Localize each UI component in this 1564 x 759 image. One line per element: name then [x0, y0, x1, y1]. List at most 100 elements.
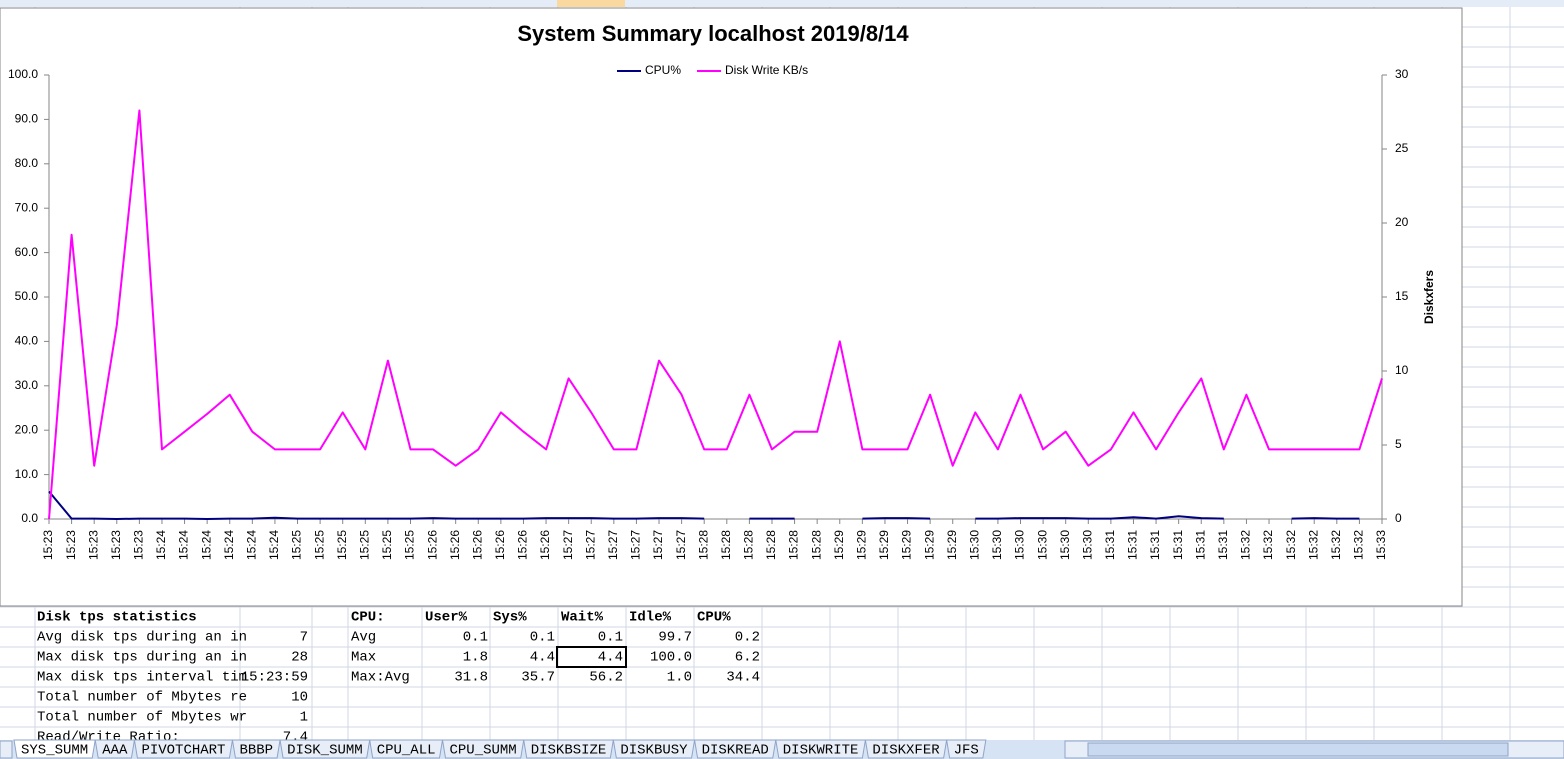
x-tick-label: 15:30: [967, 530, 981, 560]
y2-tick-label: 5: [1395, 437, 1402, 451]
sheet-tab-label[interactable]: DISKBUSY: [620, 743, 688, 759]
x-tick-label: 15:31: [1148, 530, 1162, 560]
cpu-cell: Max: [351, 650, 376, 666]
x-tick-label: 15:24: [177, 530, 191, 560]
y2-tick-label: 20: [1395, 215, 1409, 229]
y2-tick-label: 10: [1395, 363, 1409, 377]
x-tick-label: 15:31: [1171, 530, 1185, 560]
sheet-tab-label[interactable]: JFS: [954, 743, 979, 759]
cpu-cell: 100.0: [650, 650, 692, 666]
x-tick-label: 15:26: [425, 530, 439, 560]
stat-label: Max disk tps during an in: [37, 650, 247, 666]
y2-tick-label: 30: [1395, 67, 1409, 81]
stat-value: 28: [291, 650, 308, 666]
sheet-tab-label[interactable]: DISKREAD: [702, 743, 769, 759]
cpu-cell: 1.8: [463, 650, 488, 666]
sheet-tab[interactable]: [231, 739, 281, 759]
stat-label: Total number of Mbytes re: [37, 690, 247, 706]
x-tick-label: 15:27: [629, 530, 643, 560]
x-tick-label: 15:29: [945, 530, 959, 560]
chart-area[interactable]: [0, 7, 1463, 607]
sheet-tab-label[interactable]: PIVOTCHART: [141, 743, 225, 759]
x-tick-label: 15:26: [448, 530, 462, 560]
x-tick-label: 15:24: [199, 530, 213, 560]
cpu-cell: 0.2: [735, 630, 760, 646]
sheet-tab-label[interactable]: CPU_SUMM: [450, 743, 517, 759]
cpu-cell: 35.7: [521, 670, 555, 686]
cpu-header: User%: [425, 610, 468, 626]
selected-cell[interactable]: [556, 646, 627, 668]
x-tick-label: 15:23: [64, 530, 78, 560]
x-tick-label: 15:23: [109, 530, 123, 560]
cpu-cell: 1.0: [667, 670, 692, 686]
cpu-cell: 99.7: [658, 630, 692, 646]
sheet-tab[interactable]: [693, 739, 777, 759]
tab-scroll-button[interactable]: [0, 740, 13, 759]
sheet-tab-label[interactable]: SYS_SUMM: [21, 743, 88, 759]
sheet-tab[interactable]: [133, 739, 234, 759]
cpu-cell: 0.1: [463, 630, 488, 646]
x-tick-label: 15:28: [696, 530, 710, 560]
y-tick-label: 100.0: [8, 67, 38, 81]
x-tick-label: 15:28: [809, 530, 823, 560]
y-tick-label: 70.0: [15, 200, 39, 214]
x-tick-label: 15:32: [1352, 530, 1366, 560]
x-tick-label: 15:25: [380, 530, 394, 560]
sheet-tab[interactable]: [946, 739, 987, 759]
cpu-cell: 6.2: [735, 650, 760, 666]
x-tick-label: 15:26: [516, 530, 530, 560]
cpu-cell: Max:Avg: [351, 670, 410, 686]
y-tick-label: 50.0: [15, 289, 39, 303]
sheet-tab-label[interactable]: DISKWRITE: [783, 743, 859, 759]
x-tick-label: 15:29: [855, 530, 869, 560]
scrollbar-thumb[interactable]: [1087, 742, 1509, 757]
column-header-strip: [0, 0, 1564, 7]
sheet-tab-label[interactable]: CPU_ALL: [377, 743, 436, 759]
series-line: [48, 490, 1360, 520]
x-tick-label: 15:32: [1239, 530, 1253, 560]
sheet-tab[interactable]: [612, 739, 696, 759]
x-tick-label: 15:26: [538, 530, 552, 560]
x-tick-label: 15:32: [1261, 530, 1275, 560]
sheet-tab-label[interactable]: DISKXFER: [872, 743, 940, 759]
cpu-header: Idle%: [629, 610, 672, 626]
x-tick-label: 15:29: [877, 530, 891, 560]
sheet-tab-label[interactable]: BBBP: [239, 743, 273, 759]
x-tick-label: 15:29: [832, 530, 846, 560]
x-tick-label: 15:28: [787, 530, 801, 560]
x-tick-label: 15:25: [290, 530, 304, 560]
stat-label: Total number of Mbytes wr: [37, 710, 247, 726]
y-tick-label: 20.0: [15, 422, 39, 436]
cpu-cell: Avg: [351, 630, 376, 646]
x-tick-label: 15:31: [1193, 530, 1207, 560]
sheet-tab-label[interactable]: DISK_SUMM: [287, 743, 363, 759]
x-tick-label: 15:23: [86, 530, 100, 560]
sheet-tab[interactable]: [369, 739, 444, 759]
sheet-tab[interactable]: [441, 739, 525, 759]
stat-label: Disk tps statistics: [37, 610, 197, 626]
x-tick-label: 15:26: [493, 530, 507, 560]
x-tick-label: 15:27: [583, 530, 597, 560]
x-tick-label: 15:23: [41, 530, 55, 560]
stat-label: Avg disk tps during an in: [37, 630, 247, 646]
sheet-tab-label[interactable]: DISKBSIZE: [531, 743, 607, 759]
x-tick-label: 15:30: [1035, 530, 1049, 560]
sheet-tab-label[interactable]: AAA: [102, 743, 128, 759]
sheet-tab[interactable]: [523, 739, 614, 759]
x-tick-label: 15:24: [267, 530, 281, 560]
sheet-tab[interactable]: [94, 739, 136, 759]
cpu-header: Sys%: [493, 610, 527, 626]
x-tick-label: 15:30: [1013, 530, 1027, 560]
x-tick-label: 15:31: [1103, 530, 1117, 560]
sheet-tab[interactable]: [864, 739, 948, 759]
x-tick-label: 15:24: [222, 530, 236, 560]
sheet-tab[interactable]: [775, 739, 866, 759]
stat-label: Max disk tps interval tim: [37, 670, 247, 686]
cpu-cell: 0.1: [530, 630, 555, 646]
x-tick-label: 15:30: [1058, 530, 1072, 560]
stat-value: 1: [300, 710, 308, 726]
cpu-cell: 4.4: [598, 650, 623, 666]
sheet-tab[interactable]: [13, 739, 96, 759]
sheet-tab[interactable]: [279, 739, 371, 759]
